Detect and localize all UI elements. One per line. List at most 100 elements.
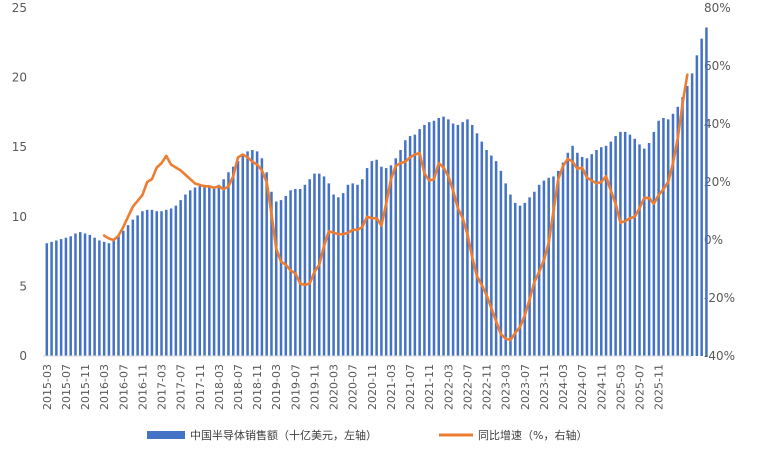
bar (662, 117, 665, 356)
bar (356, 184, 359, 356)
bar (657, 120, 660, 356)
bar (470, 124, 474, 357)
bar (179, 200, 182, 356)
x-tick-label: 2020-07 (347, 364, 360, 410)
left-axis-ticks: 0 5 10 15 20 25 (12, 1, 27, 363)
bar (136, 215, 139, 356)
bar (93, 237, 96, 356)
x-tick-label: 2017-03 (156, 364, 169, 410)
bar (64, 237, 68, 356)
bar (322, 176, 326, 356)
bar (394, 158, 397, 356)
x-tick-label: 2018-03 (213, 364, 226, 410)
x-tick-label: 2021-03 (385, 364, 398, 410)
bar (408, 136, 412, 356)
right-tick-label: -20% (704, 291, 735, 305)
bar (265, 172, 268, 356)
x-tick-label: 2024-11 (595, 364, 608, 410)
bar (676, 106, 680, 356)
bar (45, 243, 49, 356)
bar (499, 170, 503, 356)
bar (251, 149, 254, 356)
bar (231, 166, 235, 356)
bar (561, 162, 565, 356)
bar (647, 143, 651, 356)
x-tick-label: 2023-03 (500, 364, 513, 410)
bar (690, 73, 694, 357)
bar (523, 202, 527, 356)
bar (69, 236, 72, 356)
bar (131, 219, 135, 356)
bar (432, 120, 436, 356)
x-tick-label: 2020-11 (366, 364, 379, 410)
bar (580, 156, 584, 356)
bar (255, 151, 259, 356)
left-tick-label: 5 (19, 279, 27, 293)
bar (427, 122, 431, 356)
x-tick-label: 2016-03 (98, 364, 111, 410)
bar (83, 233, 87, 356)
bar (236, 161, 240, 356)
bar (341, 193, 345, 356)
bar (533, 191, 536, 356)
bar (284, 195, 288, 356)
bar (399, 149, 402, 356)
bar (638, 144, 641, 356)
legend-bar-label: 中国半导体销售额（十亿美元，左轴） (190, 428, 377, 442)
bar (351, 183, 354, 356)
bar (303, 184, 307, 356)
bar (365, 168, 369, 356)
bar (346, 184, 350, 356)
x-tick-label: 2023-11 (538, 364, 551, 410)
bar (404, 140, 407, 356)
bar (461, 122, 464, 356)
x-tick-label: 2019-03 (270, 364, 283, 410)
bar (126, 225, 130, 356)
x-tick-label: 2017-07 (175, 364, 188, 410)
x-tick-label: 2021-07 (404, 364, 417, 410)
bar (241, 155, 245, 356)
bar (59, 239, 63, 356)
bar (246, 151, 249, 356)
left-tick-label: 15 (12, 140, 27, 154)
bar (590, 154, 593, 356)
x-tick-label: 2016-07 (117, 364, 130, 410)
bar (260, 158, 264, 356)
x-tick-label: 2024-03 (557, 364, 570, 410)
bar (652, 131, 656, 356)
bar (370, 161, 374, 356)
bar (442, 116, 445, 356)
x-axis-ticks: 2015-03 2015-07 2015-11 2016-03 2016-07 2016-… (41, 364, 666, 410)
bar (542, 180, 546, 356)
bar (585, 158, 589, 356)
x-tick-label: 2018-07 (232, 364, 245, 410)
right-tick-label: -40% (704, 349, 735, 363)
bar (327, 183, 331, 356)
bar (375, 159, 378, 356)
bar (681, 97, 684, 356)
bar (198, 186, 202, 356)
bar (528, 197, 531, 356)
bar (361, 179, 364, 356)
left-tick-label: 10 (12, 210, 27, 224)
bar (169, 208, 173, 356)
bar (571, 145, 574, 356)
bar (700, 38, 703, 357)
bar (298, 188, 302, 356)
bar (112, 240, 115, 356)
bar (643, 148, 646, 356)
x-tick-label: 2015-11 (79, 364, 92, 410)
bar (509, 194, 512, 356)
bar (451, 123, 455, 356)
bar (609, 141, 613, 356)
bar-series (45, 27, 708, 357)
bar (380, 166, 383, 356)
bar (50, 241, 53, 356)
bar (279, 200, 283, 356)
bar (490, 155, 493, 356)
bar (102, 241, 106, 356)
bar (705, 27, 708, 357)
bar (160, 211, 163, 356)
x-tick-label: 2019-11 (308, 364, 321, 410)
bar (384, 168, 388, 356)
